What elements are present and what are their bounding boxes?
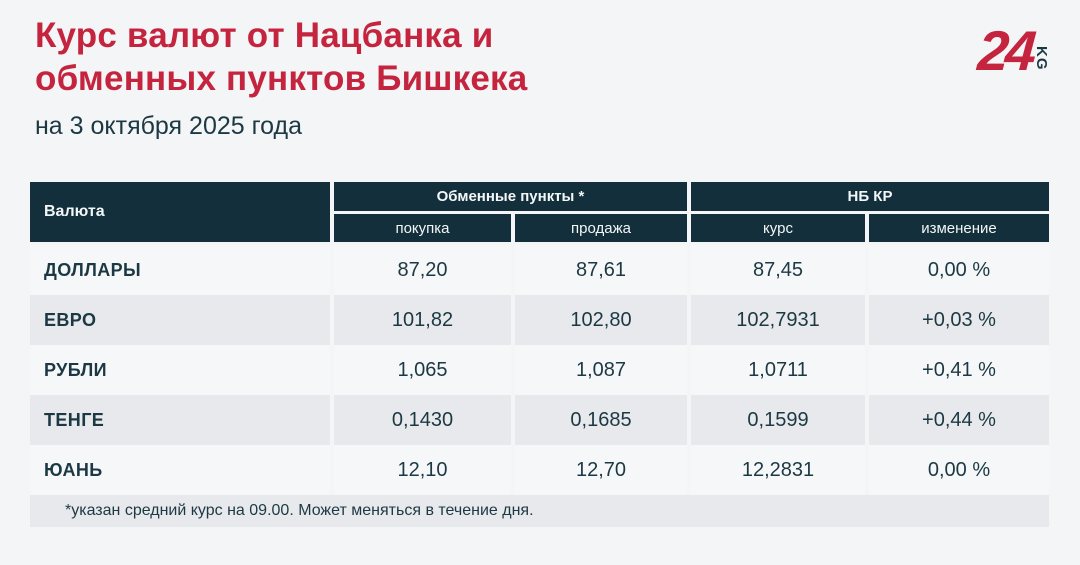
table-row: ЕВРО 101,82 102,80 102,7931 +0,03 % xyxy=(30,295,1049,345)
buy-value-cell: 1,065 xyxy=(334,345,511,395)
header-rate: курс xyxy=(691,214,865,242)
header-buy: покупка xyxy=(334,214,511,242)
rates-table: Валюта Обменные пункты * НБ КР покупка п… xyxy=(30,182,1049,527)
sell-value-cell: 0,1685 xyxy=(515,395,687,445)
table-body: ДОЛЛАРЫ 87,20 87,61 87,45 0,00 % ЕВРО 101,82 10… xyxy=(30,245,1049,495)
currency-name-cell: ЮАНЬ xyxy=(30,445,330,495)
table-row: ДОЛЛАРЫ 87,20 87,61 87,45 0,00 % xyxy=(30,245,1049,295)
change-value-cell: +0,44 % xyxy=(869,395,1049,445)
rate-value-cell: 87,45 xyxy=(691,245,865,295)
logo-24-icon: 24 xyxy=(975,19,1035,82)
rate-value-cell: 0,1599 xyxy=(691,395,865,445)
table-row: ТЕНГЕ 0,1430 0,1685 0,1599 +0,44 % xyxy=(30,395,1049,445)
buy-value-cell: 87,20 xyxy=(334,245,511,295)
header-change: изменение xyxy=(869,214,1049,242)
currency-name-cell: РУБЛИ xyxy=(30,345,330,395)
change-value-cell: 0,00 % xyxy=(869,445,1049,495)
rate-value-cell: 102,7931 xyxy=(691,295,865,345)
table-row: ЮАНЬ 12,10 12,70 12,2831 0,00 % xyxy=(30,445,1049,495)
change-value-cell: +0,03 % xyxy=(869,295,1049,345)
title-line-2: обменных пунктов Бишкека xyxy=(35,59,528,98)
buy-value-cell: 12,10 xyxy=(334,445,511,495)
header-sell: продажа xyxy=(515,214,687,242)
buy-value-cell: 0,1430 xyxy=(334,395,511,445)
logo-kg-label: KG xyxy=(1033,46,1050,71)
rate-value-cell: 12,2831 xyxy=(691,445,865,495)
header-group-national-bank: НБ КР xyxy=(691,182,1049,211)
change-value-cell: 0,00 % xyxy=(869,245,1049,295)
brand-logo-24kg: 24 KG xyxy=(975,19,1050,82)
date-subtitle: на 3 октября 2025 года xyxy=(35,112,303,140)
sell-value-cell: 12,70 xyxy=(515,445,687,495)
rate-value-cell: 1,0711 xyxy=(691,345,865,395)
currency-name-cell: ДОЛЛАРЫ xyxy=(30,245,330,295)
sell-value-cell: 87,61 xyxy=(515,245,687,295)
table-header: Валюта Обменные пункты * НБ КР покупка п… xyxy=(30,182,1049,242)
sell-value-cell: 1,087 xyxy=(515,345,687,395)
change-value-cell: +0,41 % xyxy=(869,345,1049,395)
header-currency: Валюта xyxy=(30,182,330,242)
table-row: РУБЛИ 1,065 1,087 1,0711 +0,41 % xyxy=(30,345,1049,395)
title-line-1: Курс валют от Нацбанка и xyxy=(35,16,494,55)
sell-value-cell: 102,80 xyxy=(515,295,687,345)
header-group-exchange-points: Обменные пункты * xyxy=(334,182,687,211)
currency-name-cell: ТЕНГЕ xyxy=(30,395,330,445)
buy-value-cell: 101,82 xyxy=(334,295,511,345)
footnote: *указан средний курс на 09.00. Может мен… xyxy=(30,495,1049,527)
currency-name-cell: ЕВРО xyxy=(30,295,330,345)
page-title: Курс валют от Нацбанка и обменных пункто… xyxy=(35,14,527,100)
